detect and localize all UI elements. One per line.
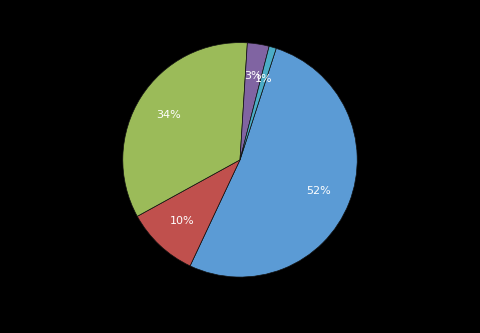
Wedge shape [240,43,269,160]
Text: 3%: 3% [244,72,262,82]
Wedge shape [123,43,247,216]
Wedge shape [137,160,240,266]
Text: 34%: 34% [156,110,181,120]
Text: 10%: 10% [170,216,194,226]
Text: 1%: 1% [255,74,272,84]
Wedge shape [240,46,276,160]
Wedge shape [190,48,357,277]
Text: 52%: 52% [306,186,331,196]
